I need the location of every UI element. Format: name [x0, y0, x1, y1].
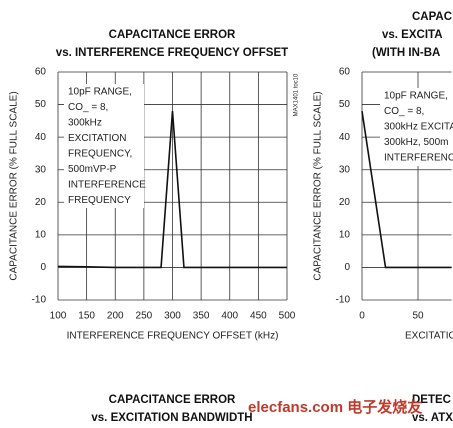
- annotation: 300kHz, 500m: [384, 137, 448, 148]
- annotation: CO_ = 8,: [68, 102, 108, 113]
- x-tick-label: 200: [107, 311, 124, 322]
- y-tick-label: 60: [35, 67, 47, 78]
- annotation: 10pF RANGE,: [68, 87, 132, 98]
- y-tick-label: 30: [339, 164, 351, 175]
- y-tick-label: 50: [339, 99, 351, 110]
- chart-title: vs. EXCITATION BANDWIDTH: [91, 412, 252, 424]
- x-tick-label: 450: [250, 311, 267, 322]
- chart-title: vs. INTERFERENCE FREQUENCY OFFSET: [56, 47, 288, 59]
- chart-title: vs. ATXH F: [412, 412, 453, 424]
- annotation: 500mVP-P: [68, 164, 117, 175]
- y-tick-label: -10: [336, 295, 351, 306]
- chart-title: CAPACITANCE ERROR: [109, 394, 236, 406]
- annotation-box: [64, 84, 144, 208]
- y-tick-label: 30: [35, 164, 47, 175]
- x-tick-label: 0: [359, 311, 365, 322]
- x-tick-label: 150: [78, 311, 95, 322]
- x-tick-label: 50: [412, 311, 424, 322]
- x-tick-label: 500: [279, 311, 296, 322]
- x-tick-label: 400: [221, 311, 238, 322]
- annotation: CO_ = 8,: [384, 106, 424, 117]
- y-tick-label: 20: [35, 197, 47, 208]
- annotation: EXCITATION: [68, 133, 127, 144]
- x-tick-label: 250: [136, 311, 153, 322]
- x-tick-label: 100: [50, 311, 67, 322]
- chart-title: (WITH IN-BA: [372, 47, 440, 59]
- y-tick-label: -10: [32, 295, 47, 306]
- y-tick-label: 20: [339, 197, 351, 208]
- annotation: 300kHz EXCITA: [384, 122, 453, 133]
- annotation: INTERFERENC: [384, 153, 453, 164]
- data-line: [57, 111, 287, 269]
- y-axis-label: CAPACITANCE ERROR (% FULL SCALE): [9, 91, 20, 280]
- y-tick-label: 10: [35, 229, 47, 240]
- watermark: elecfans.com 电子发烧友: [248, 398, 422, 416]
- y-tick-label: 50: [35, 99, 47, 110]
- x-tick-label: 350: [193, 311, 210, 322]
- side-note: MAX1401 toc10: [294, 73, 300, 116]
- chart-title: DETEC: [412, 394, 451, 406]
- annotation: FREQUENCY,: [68, 149, 132, 160]
- y-tick-label: 0: [40, 262, 46, 273]
- chart-title: vs. EXCITA: [382, 29, 443, 41]
- chart-title: CAPAC: [412, 11, 452, 23]
- annotation: 300kHz: [68, 118, 102, 129]
- x-axis-label: INTERFERENCE FREQUENCY OFFSET (kHz): [67, 331, 279, 342]
- y-tick-label: 40: [339, 132, 351, 143]
- x-tick-label: 300: [164, 311, 181, 322]
- y-tick-label: 0: [344, 262, 350, 273]
- annotation: INTERFERENCE: [68, 180, 146, 191]
- y-axis-label: CAPACITANCE ERROR (% FULL SCALE): [313, 91, 324, 280]
- chart-title: CAPACITANCE ERROR: [109, 29, 236, 41]
- annotation: FREQUENCY: [68, 195, 131, 206]
- y-tick-label: 10: [339, 229, 351, 240]
- annotation: 10pF RANGE,: [384, 91, 448, 102]
- x-axis-label: EXCITATIO: [405, 331, 453, 342]
- y-tick-label: 60: [339, 67, 351, 78]
- data-line: [361, 110, 452, 269]
- annotation-box: [380, 88, 453, 166]
- y-tick-label: 40: [35, 132, 47, 143]
